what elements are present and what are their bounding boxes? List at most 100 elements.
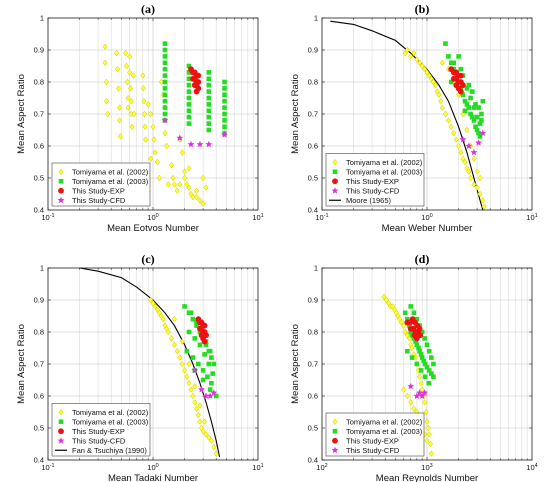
x-tick-label: 103	[421, 463, 432, 472]
data-point	[462, 98, 468, 104]
data-point	[207, 387, 213, 392]
data-point	[416, 345, 421, 351]
data-point	[206, 361, 212, 367]
data-point	[125, 104, 131, 111]
data-point	[165, 328, 171, 336]
data-point	[469, 114, 475, 120]
data-point	[211, 443, 217, 451]
data-point	[197, 342, 203, 348]
data-point	[197, 418, 203, 425]
data-point	[114, 49, 120, 57]
chart-panel-c: (c) 0.4 0.5 0.6 0.7 0.8 0.9 1 10-1 100 101 Mean Tad…	[16, 252, 264, 482]
y-tick-label: 0.4	[34, 206, 44, 215]
data-point	[466, 82, 472, 88]
data-point	[381, 293, 387, 301]
data-point	[102, 43, 108, 51]
data-point	[186, 165, 192, 172]
legend-entry: This Study-EXP	[346, 177, 399, 186]
data-point	[222, 98, 227, 104]
series-line	[330, 20, 484, 211]
data-point	[162, 129, 168, 137]
data-point	[205, 140, 213, 148]
y-tick-label: 0.8	[308, 78, 318, 87]
data-point	[179, 149, 185, 156]
data-point	[411, 310, 417, 316]
data-point	[123, 49, 129, 57]
data-point	[171, 181, 177, 188]
data-point	[151, 136, 157, 143]
data-point	[436, 91, 442, 99]
data-point	[413, 392, 421, 399]
y-tick-label: 0.6	[308, 392, 318, 401]
y-axis-label: Mean Aspect Ratio	[290, 74, 301, 154]
x-axis-label: Mean Weber Number	[382, 223, 473, 234]
data-point	[200, 174, 206, 182]
legend: Tomiyama et al. (2002)Tomiyama et al. (2…	[325, 412, 425, 457]
data-point	[414, 316, 420, 322]
y-tick-label: 0.9	[308, 296, 318, 305]
data-point	[222, 86, 227, 91]
data-point	[443, 41, 448, 46]
data-point	[422, 336, 427, 341]
data-point	[186, 379, 192, 387]
data-point	[186, 102, 192, 107]
data-point	[200, 368, 206, 373]
data-point	[480, 197, 486, 204]
x-tick-label: 102	[316, 463, 327, 472]
data-point	[140, 72, 146, 79]
data-point	[222, 118, 227, 123]
data-point	[142, 123, 148, 131]
x-axis-label: Mean Eotvos Number	[107, 223, 199, 234]
data-point	[184, 373, 190, 381]
data-point	[477, 134, 483, 139]
data-point	[457, 88, 464, 95]
legend-marker	[58, 419, 64, 425]
data-point	[464, 102, 470, 107]
data-point	[464, 86, 470, 91]
legend-marker	[332, 418, 338, 425]
legend-marker	[331, 187, 339, 194]
axes-frame	[47, 267, 259, 461]
data-point	[473, 124, 478, 130]
x-tick-label: 101	[252, 463, 263, 472]
data-point	[206, 434, 212, 441]
series-circle	[404, 316, 424, 342]
legend-entry: Tomiyama et al. (2002)	[346, 417, 423, 426]
data-point	[190, 193, 196, 201]
data-point	[442, 110, 449, 118]
panel-label: (c)	[141, 252, 154, 266]
data-point	[206, 102, 212, 107]
y-tick-label: 0.5	[34, 424, 44, 433]
data-point	[162, 105, 168, 110]
data-point	[162, 92, 168, 98]
chart-panel-b: (b) 0.4 0.5 0.6 0.7 0.8 0.9 1 10-1 100 101 Mean Web…	[290, 2, 538, 234]
data-point	[465, 142, 473, 149]
data-point	[171, 341, 177, 349]
data-point	[426, 368, 432, 373]
data-point	[206, 76, 212, 82]
data-point	[174, 187, 180, 195]
data-point	[200, 427, 206, 435]
data-point	[474, 168, 480, 175]
data-point	[426, 380, 432, 386]
data-point	[432, 81, 438, 89]
y-tick-label: 1	[314, 14, 318, 23]
data-point	[407, 382, 415, 390]
data-point	[466, 105, 472, 110]
data-point	[168, 335, 175, 342]
data-point	[448, 123, 454, 131]
data-point	[156, 174, 162, 182]
panel-label: (b)	[415, 2, 430, 16]
data-point	[182, 367, 188, 374]
legend-entry: Tomiyama et al. (2002)	[72, 167, 149, 176]
data-point	[186, 95, 192, 101]
data-point	[202, 392, 210, 399]
data-point	[161, 116, 169, 124]
data-point	[192, 336, 198, 341]
data-point	[206, 114, 212, 120]
axes-frame	[47, 17, 259, 211]
data-point	[411, 336, 417, 341]
data-point	[457, 72, 464, 79]
data-point	[162, 54, 168, 59]
data-point	[190, 316, 196, 322]
